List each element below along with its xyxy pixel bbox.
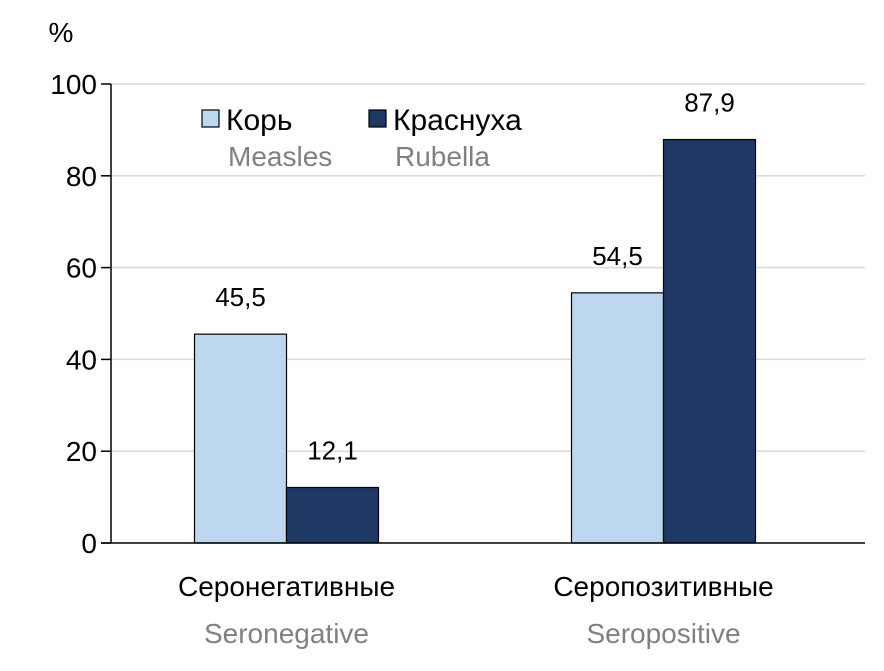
legend-sublabel: Measles: [228, 141, 332, 172]
bar-measles: [193, 333, 288, 544]
category-sublabel: Seropositive: [586, 618, 740, 649]
y-tick-label: 20: [66, 436, 97, 467]
bar-measles: [570, 292, 665, 544]
legend: Корь Measles Краснуха Rubella: [201, 104, 522, 172]
category-label: Серонегативные: [178, 571, 395, 602]
bar-rubella: [285, 486, 380, 544]
data-label: 54,5: [592, 241, 643, 271]
category-sublabel: Seronegative: [204, 618, 369, 649]
axes: [101, 83, 865, 544]
y-tick-label: 80: [66, 161, 97, 192]
legend-swatch: [368, 109, 387, 128]
data-label: 45,5: [215, 282, 266, 312]
legend-swatch: [201, 109, 220, 128]
category-label: Серопозитивные: [553, 571, 773, 602]
y-tick-label: 0: [81, 528, 97, 559]
y-tick-label: 60: [66, 253, 97, 284]
y-axis-label: %: [49, 17, 74, 48]
legend-sublabel: Rubella: [395, 141, 490, 172]
labels: 0 20 40 60 80 100% 45,5 12,1 Серонегативные Seron…: [49, 17, 774, 649]
bar-rubella: [662, 138, 757, 544]
y-tick-label: 100: [50, 69, 97, 100]
y-tick-label: 40: [66, 344, 97, 375]
data-label: 12,1: [307, 435, 358, 465]
legend-label: Краснуха: [393, 104, 522, 137]
legend-label: Корь: [226, 104, 292, 137]
data-label: 87,9: [684, 88, 735, 118]
bars: [193, 138, 757, 544]
